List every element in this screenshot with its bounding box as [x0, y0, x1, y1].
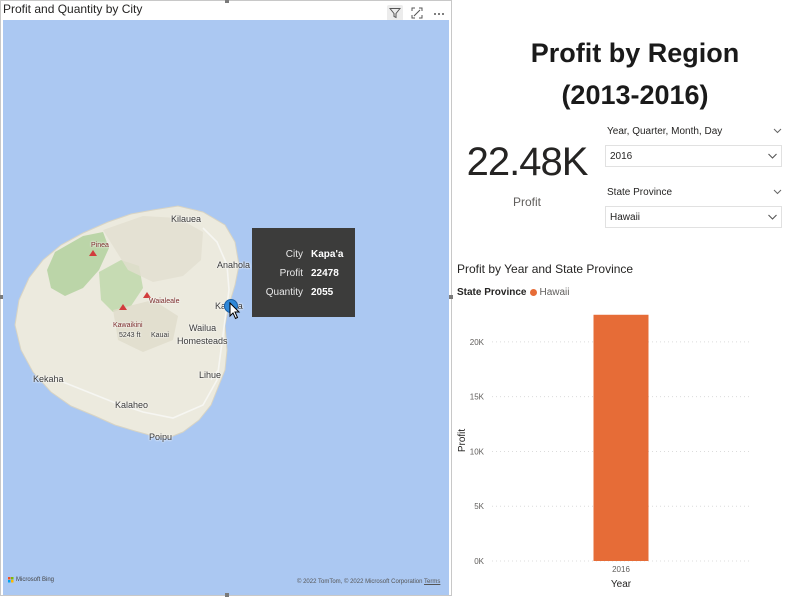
terms-link[interactable]: Terms — [424, 579, 441, 585]
attribution-text: © 2022 TomTom, © 2022 Microsoft Corporat… — [297, 579, 423, 585]
place-label: Kekaha — [33, 374, 64, 384]
place-label: Anahola — [217, 260, 251, 270]
y-tick-label: 5K — [474, 502, 484, 511]
chevron-down-icon[interactable] — [767, 211, 778, 225]
x-tick-label: 2016 — [612, 565, 630, 574]
tooltip-value: 22478 — [311, 268, 339, 279]
visual-header — [387, 4, 447, 22]
filter-icon[interactable] — [387, 5, 403, 21]
place-label: Kauai — [151, 332, 169, 339]
place-label: 5243 ft — [119, 332, 141, 339]
map-visual-title: Profit and Quantity by City — [3, 2, 143, 16]
y-axis-label: Profit — [457, 429, 468, 453]
y-tick-label: 10K — [470, 447, 485, 456]
resize-handle[interactable] — [0, 295, 3, 299]
place-label: Kilauea — [171, 214, 202, 224]
map-tooltip: City Kapa'a Profit 22478 Quantity 2055 — [252, 228, 355, 317]
place-label: Kawaikini — [113, 322, 143, 329]
resize-handle[interactable] — [225, 0, 229, 3]
y-tick-label: 0K — [474, 557, 484, 566]
resize-handle[interactable] — [449, 295, 453, 299]
state-slicer-dropdown[interactable]: Hawaii — [605, 206, 782, 228]
profit-card-label: Profit — [512, 195, 541, 209]
bar[interactable] — [593, 314, 649, 561]
place-label: Waialeale — [149, 298, 180, 305]
report-title: Profit by Region (2013-2016) — [470, 32, 800, 116]
bar-chart-title: Profit by Year and State Province — [457, 262, 634, 276]
place-label: Poipu — [149, 432, 173, 442]
map-attribution: © 2022 TomTom, © 2022 Microsoft Corporat… — [297, 579, 440, 585]
y-tick-label: 20K — [470, 338, 485, 347]
bing-icon — [8, 577, 14, 583]
state-slicer-title: State Province — [607, 187, 673, 198]
map-canvas[interactable]: Kilauea Anahola Kapa'a Wailua Homesteads… — [3, 20, 449, 595]
chevron-down-icon[interactable] — [767, 150, 778, 164]
bar-chart: 0K 5K 10K 15K 20K Profit 2016 Year — [457, 314, 750, 590]
island-map — [14, 205, 240, 439]
report-title-line1: Profit by Region — [530, 38, 740, 68]
chart-legend: State Province Hawaii — [457, 287, 570, 298]
state-slicer-value: Hawaii — [610, 212, 641, 223]
more-options-icon[interactable] — [431, 5, 447, 21]
tooltip-value: Kapa'a — [311, 249, 344, 260]
date-slicer-dropdown[interactable]: 2016 — [605, 145, 782, 167]
legend-swatch — [530, 289, 538, 296]
tooltip-key: City — [285, 249, 303, 260]
legend-title: State Province — [457, 287, 527, 298]
tooltip-row: Quantity 2055 — [252, 287, 355, 301]
chevron-down-icon[interactable] — [773, 126, 782, 138]
date-slicer-header[interactable]: Year, Quarter, Month, Day — [607, 126, 782, 137]
x-axis-label: Year — [611, 579, 632, 590]
date-slicer-title: Year, Quarter, Month, Day — [607, 126, 723, 137]
tooltip-key: Quantity — [265, 287, 303, 298]
y-tick-label: 15K — [470, 393, 485, 402]
map-visual[interactable]: Profit and Quantity by City — [0, 0, 453, 597]
state-slicer-header[interactable]: State Province — [607, 187, 782, 198]
profit-card-value: 22.48K — [466, 140, 589, 184]
mouse-cursor-icon — [229, 302, 241, 320]
bing-label: Microsoft Bing — [16, 577, 55, 583]
tooltip-key: Profit — [279, 268, 303, 279]
focus-mode-icon[interactable] — [409, 5, 425, 21]
date-slicer-value: 2016 — [610, 151, 633, 162]
resize-handle[interactable] — [225, 593, 229, 597]
place-label: Pinea — [91, 242, 109, 249]
tooltip-row: Profit 22478 — [252, 268, 355, 282]
place-label: Kalaheo — [115, 400, 149, 410]
bing-logo: Microsoft Bing — [8, 577, 54, 583]
tooltip-row: City Kapa'a — [252, 249, 355, 263]
legend-series-name[interactable]: Hawaii — [539, 287, 570, 298]
chevron-down-icon[interactable] — [773, 187, 782, 199]
place-label: Lihue — [199, 370, 222, 380]
place-label: Homesteads — [177, 336, 228, 346]
tooltip-value: 2055 — [311, 287, 334, 298]
place-label: Wailua — [189, 323, 217, 333]
report-title-line2: (2013-2016) — [561, 80, 709, 110]
